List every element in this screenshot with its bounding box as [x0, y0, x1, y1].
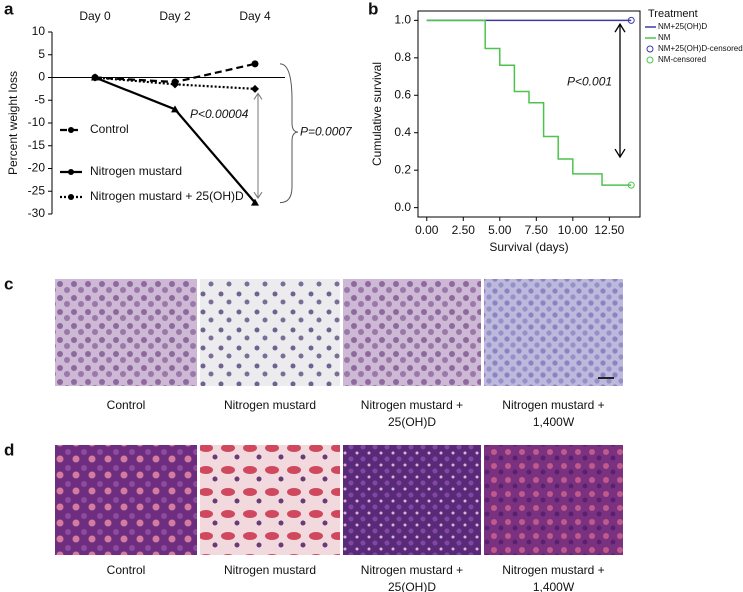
x-tick-label: 2.50 [452, 223, 476, 237]
arrow-head [253, 92, 263, 199]
x-tick-label: 7.50 [525, 223, 549, 237]
x-tick-label: 10.00 [558, 223, 588, 237]
micrograph [200, 445, 340, 555]
caption: Control [107, 398, 146, 412]
legend-marker [68, 169, 74, 175]
y-tick-label: 0.2 [394, 162, 411, 176]
x-tick-label: 12.50 [594, 223, 624, 237]
y-tick-label: 10 [32, 24, 46, 38]
censored-marker [627, 16, 635, 24]
panel-label: b [368, 0, 378, 18]
legend-marker [68, 194, 74, 200]
legend-label: Control [90, 122, 129, 136]
legend-title: Treatment [648, 8, 698, 20]
x-tick-label: Day 2 [159, 9, 191, 23]
caption: 25(OH)D [388, 580, 436, 592]
y-tick-label: -5 [34, 92, 45, 106]
caption: 25(OH)D [388, 415, 436, 429]
x-tick-label: Day 0 [79, 9, 111, 23]
micrograph [55, 279, 197, 386]
caption: Nitrogen mustard [224, 398, 316, 412]
y-axis-label: Cumulative survival [370, 62, 384, 166]
y-tick-label: 0.8 [394, 50, 411, 64]
caption: Nitrogen mustard + [361, 398, 463, 412]
micrograph [343, 279, 481, 386]
legend-label: NM [658, 33, 671, 42]
censored-marker [627, 181, 635, 189]
plot-frame [417, 10, 641, 218]
x-tick-label: 0.00 [415, 223, 439, 237]
caption: Nitrogen mustard + [361, 563, 463, 577]
series-line [94, 76, 256, 204]
y-tick-label: 1.0 [394, 13, 411, 27]
arrow-head [614, 22, 626, 159]
caption: 1,400W [533, 580, 575, 592]
caption: Nitrogen mustard [224, 563, 316, 577]
micrograph [55, 445, 197, 555]
caption: 1,400W [533, 415, 575, 429]
y-tick-label: 0 [38, 70, 45, 84]
legend-label: NM+25(OH)D [658, 22, 707, 31]
micrograph [200, 279, 340, 386]
marker [171, 80, 179, 89]
legend-label: Nitrogen mustard [90, 164, 182, 178]
caption: Nitrogen mustard + [502, 563, 604, 577]
x-tick-label: 5.00 [488, 223, 512, 237]
legend-label: NM-censored [658, 55, 706, 64]
panel-label: c [4, 274, 13, 293]
legend-marker [646, 56, 654, 64]
annotation: P<0.001 [567, 74, 612, 88]
micrograph [484, 445, 623, 555]
legend-label: NM+25(OH)D-censored [658, 44, 743, 53]
annotation: P<0.00004 [190, 107, 249, 121]
y-tick-label: 0.0 [394, 200, 411, 214]
marker [251, 60, 259, 68]
y-tick-label: 5 [38, 47, 45, 61]
series-line [426, 19, 632, 186]
micrograph [343, 445, 481, 555]
y-tick-label: 0.4 [394, 125, 411, 139]
y-tick-label: -30 [28, 206, 46, 220]
legend-marker [646, 45, 654, 53]
y-tick-label: -25 [28, 183, 46, 197]
marker [171, 105, 179, 113]
x-axis-label: Survival (days) [489, 240, 568, 254]
x-tick-label: Day 4 [239, 9, 271, 23]
legend-marker [68, 127, 74, 133]
y-tick-label: -15 [28, 138, 46, 152]
panel-label: a [4, 0, 14, 18]
y-tick-label: -20 [28, 161, 46, 175]
y-axis-label: Percent weight loss [6, 71, 20, 175]
caption: Control [107, 563, 146, 577]
annotation: P=0.0007 [300, 124, 353, 138]
marker [91, 73, 99, 82]
legend-label: Nitrogen mustard + 25(OH)D [90, 189, 244, 203]
marker [251, 198, 259, 206]
marker [251, 84, 259, 93]
y-tick-label: -10 [28, 115, 46, 129]
panel-label: d [4, 440, 14, 459]
caption: Nitrogen mustard + [502, 398, 604, 412]
y-tick-label: 0.6 [394, 87, 411, 101]
bracket [279, 63, 299, 204]
micrograph [484, 279, 623, 386]
